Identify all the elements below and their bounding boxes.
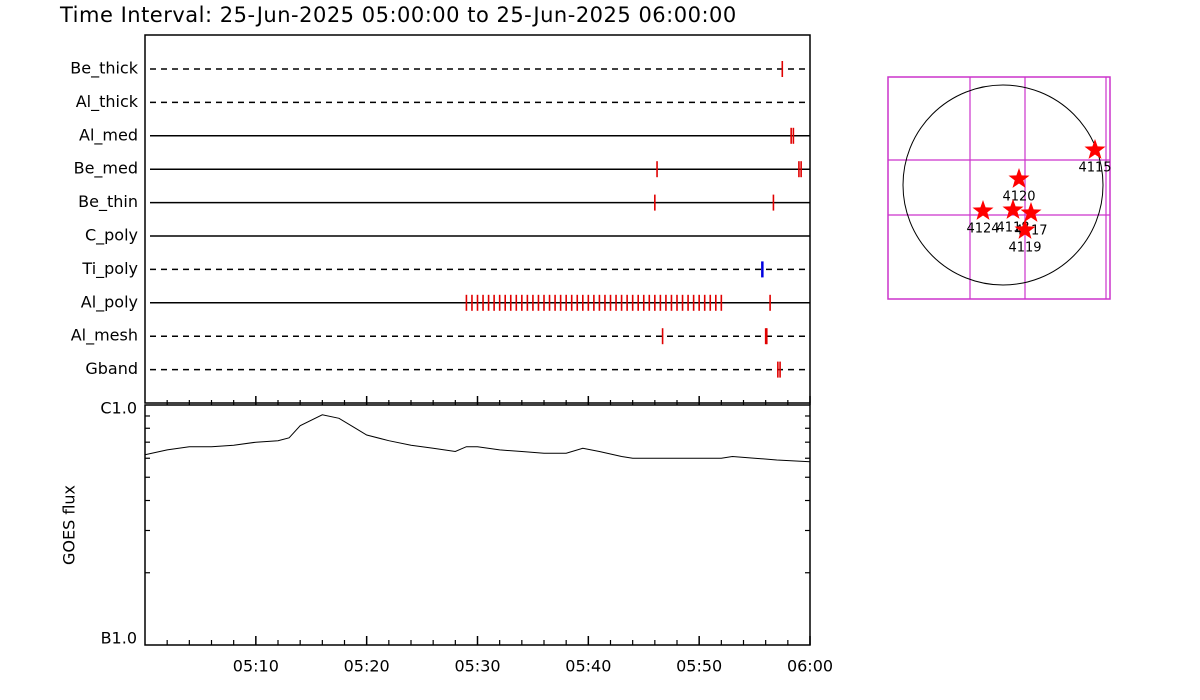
row-label: Gband xyxy=(85,359,138,378)
x-tick-label: 05:10 xyxy=(233,657,279,676)
x-tick-label: 05:40 xyxy=(565,657,611,676)
row-label: Al_mesh xyxy=(71,326,138,346)
row-label: Be_thin xyxy=(78,192,138,212)
title: Time Interval: 25-Jun-2025 05:00:00 to 2… xyxy=(59,3,737,27)
map-frame xyxy=(887,76,1111,300)
solar-limb xyxy=(902,84,1104,286)
row-label: Be_thick xyxy=(70,59,138,79)
row-label: C_poly xyxy=(85,226,138,246)
row-label: Ti_poly xyxy=(81,259,138,279)
x-tick-label: 05:50 xyxy=(676,657,722,676)
y-tick-label: C1.0 xyxy=(100,399,137,418)
x-tick-label: 06:00 xyxy=(787,657,833,676)
row-label: Be_med xyxy=(74,159,138,179)
region-label: 4119 xyxy=(1008,241,1041,256)
row-label: Al_thick xyxy=(76,92,139,112)
x-tick-label: 05:30 xyxy=(454,657,500,676)
region-star xyxy=(972,200,994,220)
y-axis-label: GOES flux xyxy=(60,485,79,565)
region-star xyxy=(1002,199,1024,219)
region-star xyxy=(1084,139,1106,159)
x-tick-label: 05:20 xyxy=(344,657,390,676)
region-label: 4115 xyxy=(1078,161,1111,176)
region-label: 4124 xyxy=(966,222,999,237)
row-label: Al_poly xyxy=(81,292,138,312)
region-star xyxy=(1014,219,1036,239)
region-star xyxy=(1008,168,1030,188)
region-star xyxy=(1020,202,1042,222)
row-label: Al_med xyxy=(79,125,138,145)
goes-curve xyxy=(144,414,811,463)
y-tick-label: B1.0 xyxy=(101,629,137,648)
region-label: 4120 xyxy=(1002,190,1035,205)
